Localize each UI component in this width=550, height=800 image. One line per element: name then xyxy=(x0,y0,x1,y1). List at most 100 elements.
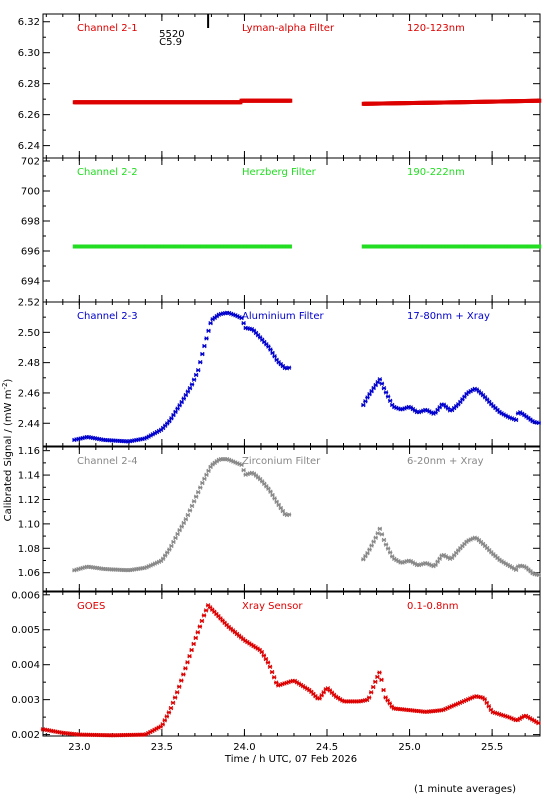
data-point xyxy=(177,528,182,533)
data-point xyxy=(286,365,292,370)
data-point xyxy=(179,524,184,529)
data-point xyxy=(272,354,277,359)
data-point xyxy=(383,695,388,700)
data-point xyxy=(379,532,385,537)
data-point xyxy=(241,467,246,473)
data-point xyxy=(369,388,374,394)
data-point xyxy=(191,499,197,504)
data-point xyxy=(435,559,440,564)
data-point xyxy=(187,653,192,659)
footnote: (1 minute averages) xyxy=(414,784,516,795)
data-point xyxy=(317,696,322,701)
data-point xyxy=(165,550,170,555)
panel-frame xyxy=(42,157,541,303)
band-label: 120-123nm xyxy=(407,23,465,34)
series-segment-2 xyxy=(239,98,293,103)
data-point xyxy=(196,368,201,373)
data-point xyxy=(199,618,205,624)
x-tick-label: 24.0 xyxy=(233,742,255,753)
data-point xyxy=(164,714,170,719)
channel-label: GOES xyxy=(77,601,105,612)
data-point xyxy=(203,608,209,613)
data-point xyxy=(361,402,366,408)
data-point xyxy=(387,398,393,403)
data-point xyxy=(183,392,189,398)
data-point xyxy=(166,710,172,715)
data-point xyxy=(274,680,279,685)
data-point xyxy=(486,704,492,709)
data-point xyxy=(365,395,370,400)
channel-label: Channel 2-2 xyxy=(77,167,138,178)
x-axis-title: Time / h UTC, 07 Feb 2026 xyxy=(224,754,357,765)
data-point xyxy=(239,315,244,321)
data-point xyxy=(193,372,199,378)
data-point xyxy=(175,406,180,411)
data-point xyxy=(241,321,246,326)
data-point xyxy=(278,505,283,511)
data-point xyxy=(373,535,378,540)
data-point xyxy=(375,674,380,680)
panel-frame xyxy=(42,446,541,592)
data-point xyxy=(162,718,167,723)
y-tick-label: 702 xyxy=(21,157,40,168)
data-point xyxy=(270,492,275,498)
data-point xyxy=(189,647,194,653)
data-point xyxy=(387,701,392,706)
data-point xyxy=(193,494,199,499)
data-point xyxy=(174,690,180,695)
data-point xyxy=(201,613,207,618)
panel-frame xyxy=(42,13,541,159)
x-tick-label: 23.5 xyxy=(151,742,173,753)
data-point xyxy=(265,660,271,665)
y-tick-label: 6.24 xyxy=(18,141,40,152)
data-point xyxy=(181,520,186,526)
panel-4: 1.06 1.08 1.10 1.12 1.14 1.16 Channel 2-4 Zirco… xyxy=(18,446,541,592)
series-segment-1 xyxy=(72,310,292,444)
data-point xyxy=(538,98,542,103)
data-series xyxy=(40,603,541,738)
series-segment-1 xyxy=(72,244,292,249)
data-point xyxy=(383,542,389,547)
data-point xyxy=(200,351,205,357)
data-point xyxy=(268,489,273,494)
data-point xyxy=(208,321,213,326)
y-axis-title: Calibrated Signal / (mW m-2) xyxy=(1,379,14,522)
series-segment-2 xyxy=(361,377,541,426)
data-point xyxy=(379,677,384,683)
data-point xyxy=(160,722,165,727)
data-point xyxy=(377,377,383,382)
x-tick-label: 25.5 xyxy=(481,742,503,753)
panel-2: 694 696 698 700 702 Channel 2-2 Herzberg Filte… xyxy=(21,157,542,303)
data-point xyxy=(271,675,277,680)
data-point xyxy=(288,244,292,249)
data-point xyxy=(274,499,279,504)
data-point xyxy=(185,660,190,665)
data-point xyxy=(365,550,370,556)
data-point xyxy=(280,508,286,514)
data-point xyxy=(272,496,277,501)
data-point xyxy=(206,328,211,333)
data-point xyxy=(366,695,372,700)
data-point xyxy=(239,462,244,468)
y-tick-label: 1.10 xyxy=(18,519,40,530)
data-point xyxy=(183,666,188,671)
data-point xyxy=(433,562,438,567)
data-point xyxy=(191,377,197,382)
data-point xyxy=(200,480,205,486)
data-point xyxy=(269,669,275,675)
band-label: 17-80nm + Xray xyxy=(407,311,490,322)
data-point xyxy=(189,382,195,387)
y-axis-title-main: Calibrated Signal / (mW m xyxy=(3,390,14,522)
data-point xyxy=(371,684,376,690)
panel-1: 6.24 6.26 6.28 6.30 6.32 Channel 2-1 Lyman-alp… xyxy=(18,13,542,159)
data-point xyxy=(179,399,184,405)
data-point xyxy=(368,690,374,695)
series-segment-1 xyxy=(72,457,292,573)
data-point xyxy=(198,359,203,365)
data-point xyxy=(179,678,184,683)
data-point xyxy=(171,412,176,418)
band-label: 190-222nm xyxy=(407,167,465,178)
data-point xyxy=(377,526,383,531)
data-point xyxy=(170,700,176,705)
y-tick-label: 696 xyxy=(21,247,40,258)
